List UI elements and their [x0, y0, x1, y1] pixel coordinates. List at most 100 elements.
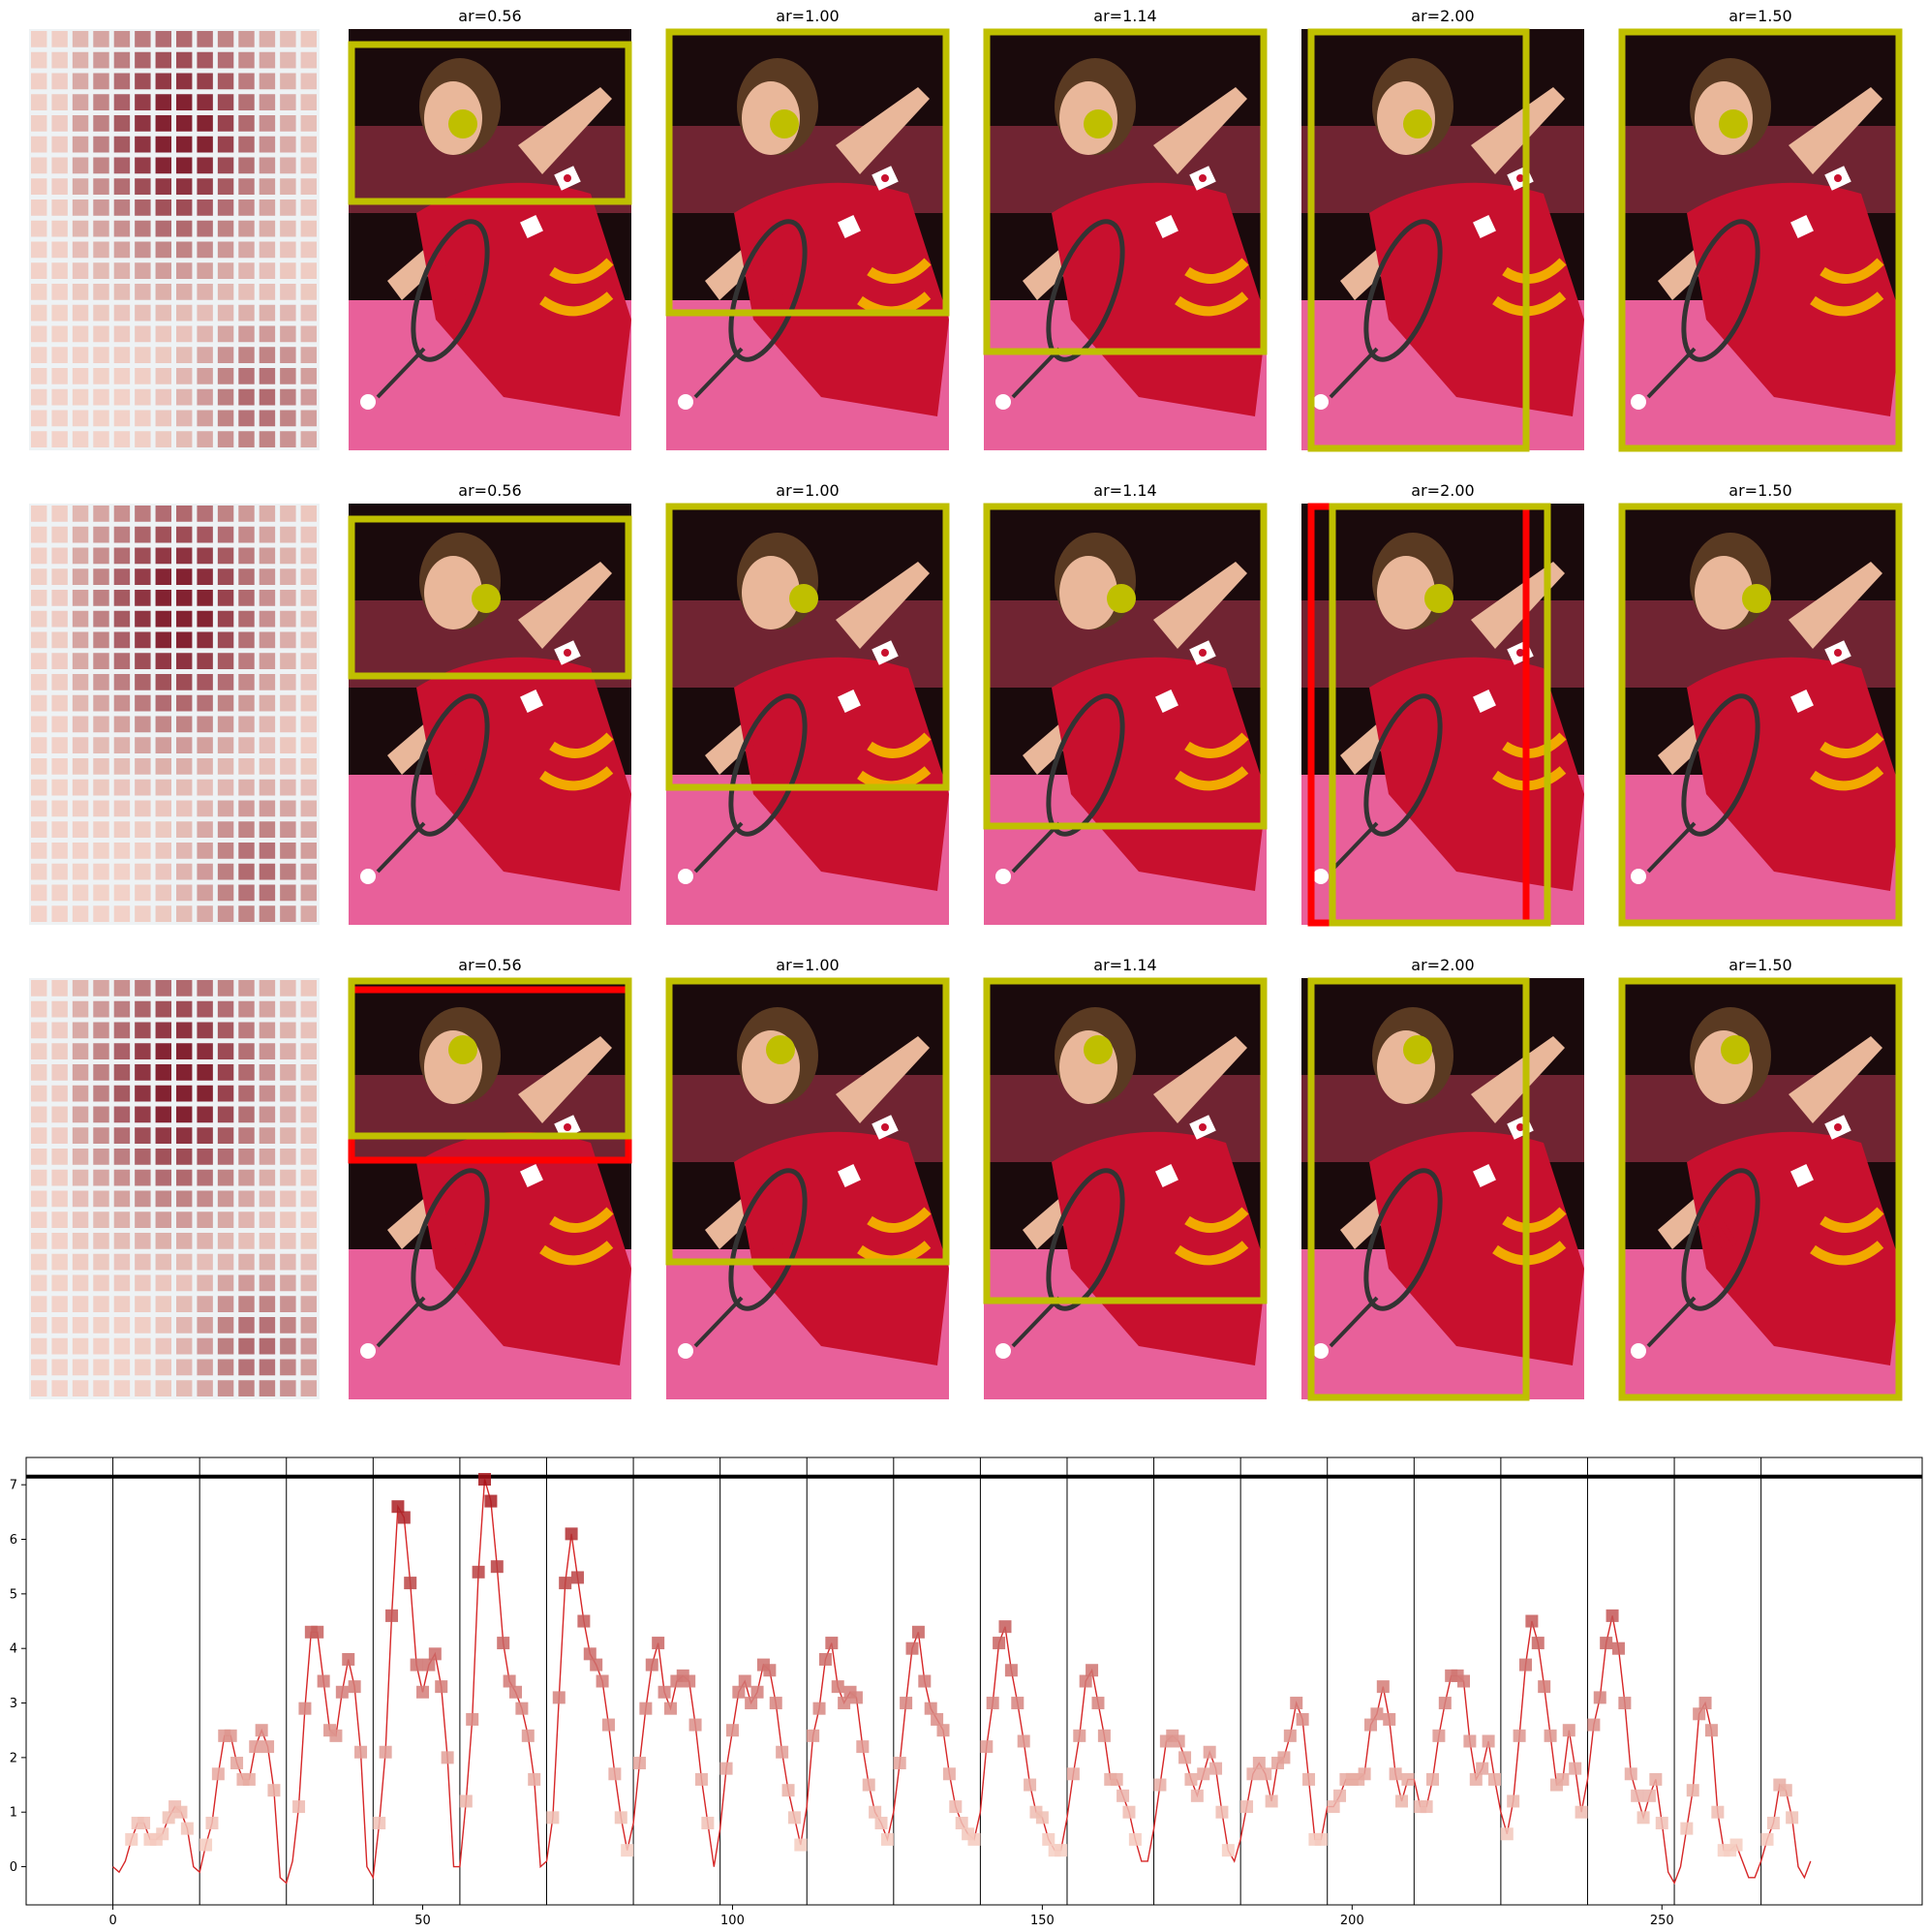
heatmap-cell [93, 1127, 109, 1144]
heatmap-cell [197, 368, 213, 384]
crop-center-dot [472, 584, 501, 613]
heatmap-cell [113, 73, 131, 90]
heatmap-cell [197, 590, 213, 606]
heatmap-cell [113, 1169, 131, 1186]
heatmap-cell [238, 178, 255, 195]
heatmap-cell [51, 1274, 68, 1292]
heatmap-cell [135, 31, 151, 47]
heatmap-cell [155, 526, 171, 543]
heatmap-cell [135, 410, 151, 427]
heatmap-cell [51, 1064, 68, 1081]
heatmap-cell [280, 1296, 296, 1312]
score-point-marker [701, 1816, 715, 1829]
score-point-marker [466, 1712, 479, 1726]
heatmap-cell [51, 304, 68, 322]
heatmap-cell [155, 884, 171, 902]
heatmap-cell [155, 905, 171, 922]
score-point-marker [508, 1685, 522, 1699]
heatmap-cell [176, 115, 193, 132]
heatmap-cell [176, 1274, 193, 1292]
score-point-marker [397, 1511, 411, 1524]
heatmap-cell [259, 1022, 276, 1039]
jersey-flag-dot [1199, 649, 1207, 657]
heatmap-cell [176, 1064, 193, 1081]
score-point-marker [528, 1772, 541, 1786]
player-arm [518, 1036, 612, 1123]
heatmap-cell [113, 737, 131, 753]
heatmap-cell [113, 157, 131, 174]
heatmap-cell [259, 1149, 276, 1165]
score-point-marker [156, 1827, 169, 1841]
heatmap-cell [238, 905, 255, 922]
heatmap-cell [238, 368, 255, 384]
heatmap-cell [280, 410, 296, 427]
heatmap-cell [51, 325, 68, 343]
heatmap-cell [217, 716, 234, 733]
heatmap-cell [155, 1274, 171, 1292]
racket [1046, 219, 1125, 362]
heatmap-cell [238, 653, 255, 669]
heatmap-cell [72, 304, 89, 322]
heatmap-cell [300, 136, 317, 153]
heatmap-cell [113, 1064, 131, 1081]
x-tick-label: 100 [720, 1914, 745, 1928]
heatmap-cell [72, 737, 89, 753]
heatmap-cell [259, 136, 276, 153]
heatmap-cell [113, 779, 131, 796]
heatmap-cell [176, 631, 193, 649]
score-point-marker [874, 1816, 888, 1829]
score-point-marker [1426, 1772, 1440, 1786]
heatmap-cell [113, 1211, 131, 1228]
selected-crop-box [983, 503, 1268, 830]
heatmap-cell [259, 1380, 276, 1396]
heatmap-cell [176, 325, 193, 343]
heatmap-cell [113, 568, 131, 585]
heatmap-cell [217, 1169, 234, 1186]
heatmap-cell [197, 653, 213, 669]
heatmap-cell [155, 1253, 171, 1271]
racket [1363, 219, 1443, 362]
heatmap-cell [238, 1317, 255, 1334]
heatmap-cell [259, 1085, 276, 1102]
heatmap-cell [238, 980, 255, 997]
heatmap-cell [176, 73, 193, 90]
heatmap-cell [176, 674, 193, 690]
heatmap-cell [217, 1359, 234, 1376]
score-point-marker [880, 1832, 894, 1846]
heatmap-cell [51, 1127, 68, 1144]
heatmap-cell [135, 347, 151, 363]
score-point-marker [570, 1571, 584, 1584]
heatmap-cell [155, 1127, 171, 1144]
heatmap-cell [135, 199, 151, 216]
jersey-logo [838, 690, 861, 713]
score-point-marker [1624, 1767, 1637, 1781]
heatmap-cell [217, 779, 234, 796]
score-point-marker [546, 1811, 560, 1825]
heatmap-cell [300, 653, 317, 669]
score-point-marker [1636, 1811, 1650, 1825]
heatmap-cell [197, 1169, 213, 1186]
selected-crop-box [1618, 977, 1903, 1401]
score-point-marker [1456, 1674, 1470, 1688]
heatmap-cell [197, 220, 213, 237]
heatmap-cell [113, 304, 131, 322]
player-jersey [416, 1131, 631, 1365]
score-point-marker [1611, 1641, 1625, 1655]
heatmap-cell [238, 304, 255, 322]
heatmap-cell [31, 1253, 47, 1271]
heatmap-cell [51, 368, 68, 384]
heatmap-cell [280, 884, 296, 902]
heatmap-cell [280, 199, 296, 216]
heatmap-cell [280, 674, 296, 690]
heatmap-cell [197, 1253, 213, 1271]
shuttlecock [360, 394, 376, 410]
score-point-marker [1569, 1762, 1582, 1775]
heatmap-cell [197, 431, 213, 447]
score-point-marker [1066, 1767, 1080, 1781]
heatmap-cell [155, 1233, 171, 1249]
heatmap-cell [259, 1296, 276, 1312]
racket [411, 1168, 490, 1311]
racket-logo [433, 739, 468, 777]
heatmap-cell [280, 1253, 296, 1271]
heatmap-cell [51, 1000, 68, 1018]
